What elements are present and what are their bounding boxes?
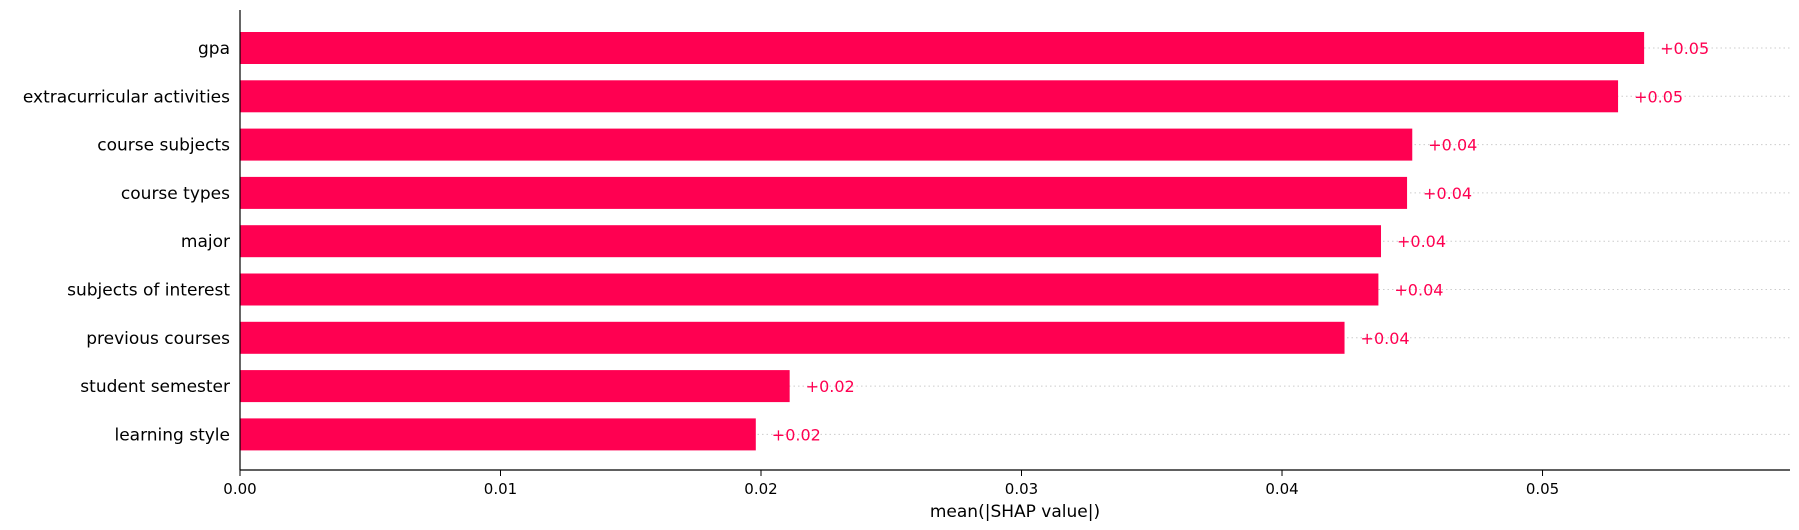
category-label: previous courses	[86, 329, 230, 349]
category-label: extracurricular activities	[23, 87, 230, 107]
x-axis-ticks: 0.00 0.01 0.02 0.03 0.04 0.05	[223, 470, 1559, 498]
category-label: major	[181, 232, 230, 252]
x-tick-label: 0.04	[1265, 480, 1298, 498]
bar	[240, 370, 790, 403]
x-axis-title: mean(|SHAP value|)	[930, 502, 1100, 522]
data-label: +0.04	[1428, 136, 1477, 155]
data-label: +0.05	[1660, 39, 1709, 58]
x-tick-label: 0.02	[744, 480, 777, 498]
bar	[240, 273, 1379, 306]
bar	[240, 418, 756, 451]
bar	[240, 321, 1345, 354]
data-label: +0.02	[772, 425, 821, 444]
x-tick-label: 0.00	[223, 480, 256, 498]
bar	[240, 32, 1645, 64]
data-label: +0.04	[1361, 329, 1410, 348]
data-label: +0.05	[1634, 87, 1683, 106]
category-labels: gpa extracurricular activities course subj…	[23, 39, 230, 445]
category-label: course types	[121, 184, 230, 204]
data-label: +0.04	[1397, 232, 1446, 251]
bar	[240, 128, 1413, 161]
data-label: +0.04	[1423, 184, 1472, 203]
category-label: gpa	[198, 39, 230, 59]
x-tick-label: 0.03	[1005, 480, 1038, 498]
category-label: learning style	[114, 425, 230, 445]
category-label: course subjects	[97, 136, 230, 156]
data-label: +0.04	[1394, 281, 1443, 300]
data-labels: +0.05 +0.05 +0.04 +0.04 +0.04 +0.04 +0.04 +0.02…	[772, 39, 1709, 444]
category-label: student semester	[80, 377, 230, 397]
bar	[240, 80, 1619, 113]
bar	[240, 225, 1382, 258]
x-tick-label: 0.01	[484, 480, 517, 498]
category-label: subjects of interest	[67, 281, 230, 301]
x-tick-label: 0.05	[1526, 480, 1559, 498]
data-label: +0.02	[806, 377, 855, 396]
bar	[240, 176, 1408, 209]
bars	[240, 32, 1645, 451]
